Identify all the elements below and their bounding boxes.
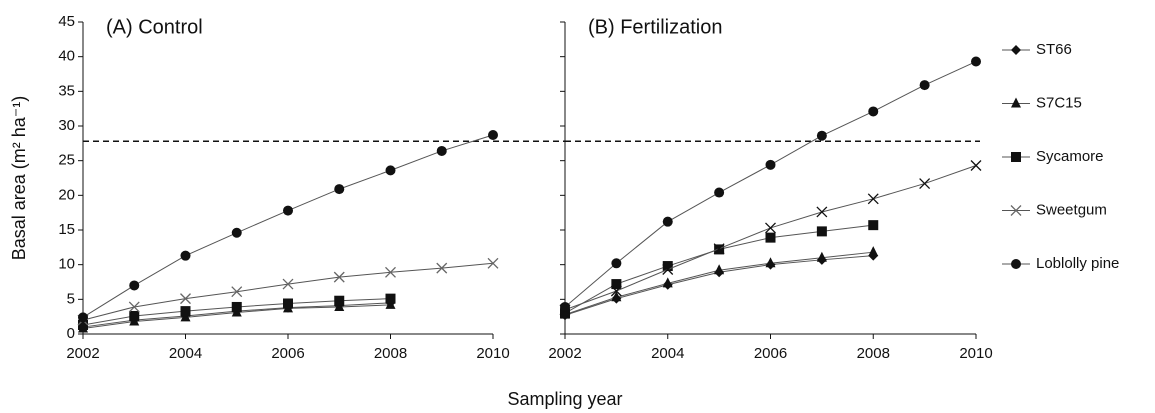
y-tick-label: 10 — [58, 256, 75, 273]
x-tick-label: 2008 — [374, 345, 407, 362]
y-tick-label: 15 — [58, 221, 75, 238]
x-tick-label: 2010 — [959, 345, 992, 362]
marker — [662, 261, 673, 272]
y-axis-label: Basal area (m² ha⁻¹) — [9, 96, 29, 261]
marker — [919, 178, 931, 190]
marker — [128, 301, 140, 313]
marker — [180, 250, 191, 261]
marker — [611, 291, 622, 302]
legend-marker — [1011, 259, 1021, 269]
marker — [560, 308, 570, 319]
marker — [436, 262, 448, 274]
marker — [868, 106, 879, 117]
marker — [231, 286, 243, 298]
marker — [180, 306, 191, 317]
legend-marker — [1010, 205, 1022, 216]
legend-marker — [1011, 45, 1021, 55]
marker — [662, 277, 673, 288]
marker — [282, 278, 294, 290]
marker — [283, 205, 293, 216]
marker — [385, 165, 396, 176]
marker — [765, 222, 776, 234]
marker — [231, 301, 242, 312]
marker — [662, 216, 673, 227]
marker — [180, 293, 191, 305]
marker — [868, 246, 879, 257]
x-tick-label: 2008 — [857, 345, 890, 362]
marker — [333, 271, 345, 283]
legend-label: S7C15 — [1036, 94, 1082, 111]
marker — [867, 193, 879, 205]
y-tick-label: 5 — [67, 290, 75, 307]
marker — [385, 298, 396, 309]
y-tick-label: 45 — [58, 13, 75, 30]
marker — [385, 266, 396, 278]
marker — [816, 206, 828, 218]
marker — [765, 159, 776, 170]
y-tick-label: 0 — [67, 325, 75, 342]
marker — [816, 251, 827, 262]
y-tick-label: 35 — [58, 82, 75, 99]
marker — [560, 301, 570, 312]
marker — [765, 232, 776, 243]
y-tick-label: 30 — [58, 117, 75, 134]
x-tick-label: 2002 — [66, 345, 99, 362]
x-tick-label: 2002 — [548, 345, 581, 362]
marker — [610, 285, 622, 297]
series-line — [82, 134, 494, 318]
marker — [78, 312, 88, 323]
x-axis-label: Sampling year — [507, 389, 622, 409]
x-tick-label: 2004 — [651, 345, 684, 362]
marker — [868, 220, 879, 231]
marker — [919, 80, 930, 91]
marker — [180, 311, 191, 322]
y-tick-label: 25 — [58, 152, 75, 169]
marker — [714, 264, 725, 275]
marker — [78, 319, 88, 330]
marker — [713, 243, 725, 255]
x-tick-label: 2006 — [271, 345, 304, 362]
series-line — [564, 251, 874, 316]
legend-marker — [1011, 152, 1021, 162]
marker — [662, 264, 674, 275]
x-tick-label: 2010 — [476, 345, 509, 362]
marker — [129, 310, 140, 321]
y-tick-label: 40 — [58, 48, 75, 65]
marker — [334, 300, 345, 311]
y-tick-label: 20 — [58, 186, 75, 203]
marker — [765, 257, 776, 268]
marker — [970, 160, 982, 171]
marker — [714, 187, 725, 198]
marker — [611, 279, 622, 290]
marker — [231, 227, 242, 238]
panel-title: (A) Control — [106, 16, 203, 38]
marker — [334, 184, 345, 195]
legend-marker — [1011, 97, 1021, 108]
legend-label: Sycamore — [1036, 148, 1104, 165]
legend-label: Sweetgum — [1036, 201, 1107, 218]
legend-label: Loblolly pine — [1036, 255, 1119, 272]
legend-label: ST66 — [1036, 41, 1072, 58]
marker — [816, 226, 827, 237]
marker — [436, 145, 447, 156]
marker — [385, 293, 396, 304]
x-tick-label: 2004 — [169, 345, 202, 362]
marker — [488, 130, 498, 141]
marker — [816, 130, 827, 141]
panel-title: (B) Fertilization — [588, 16, 722, 38]
marker — [283, 298, 293, 309]
marker — [129, 280, 140, 291]
marker — [487, 257, 499, 269]
marker — [334, 295, 345, 306]
x-tick-label: 2006 — [754, 345, 787, 362]
marker — [611, 258, 622, 269]
marker — [971, 56, 981, 67]
series-line — [564, 61, 977, 308]
